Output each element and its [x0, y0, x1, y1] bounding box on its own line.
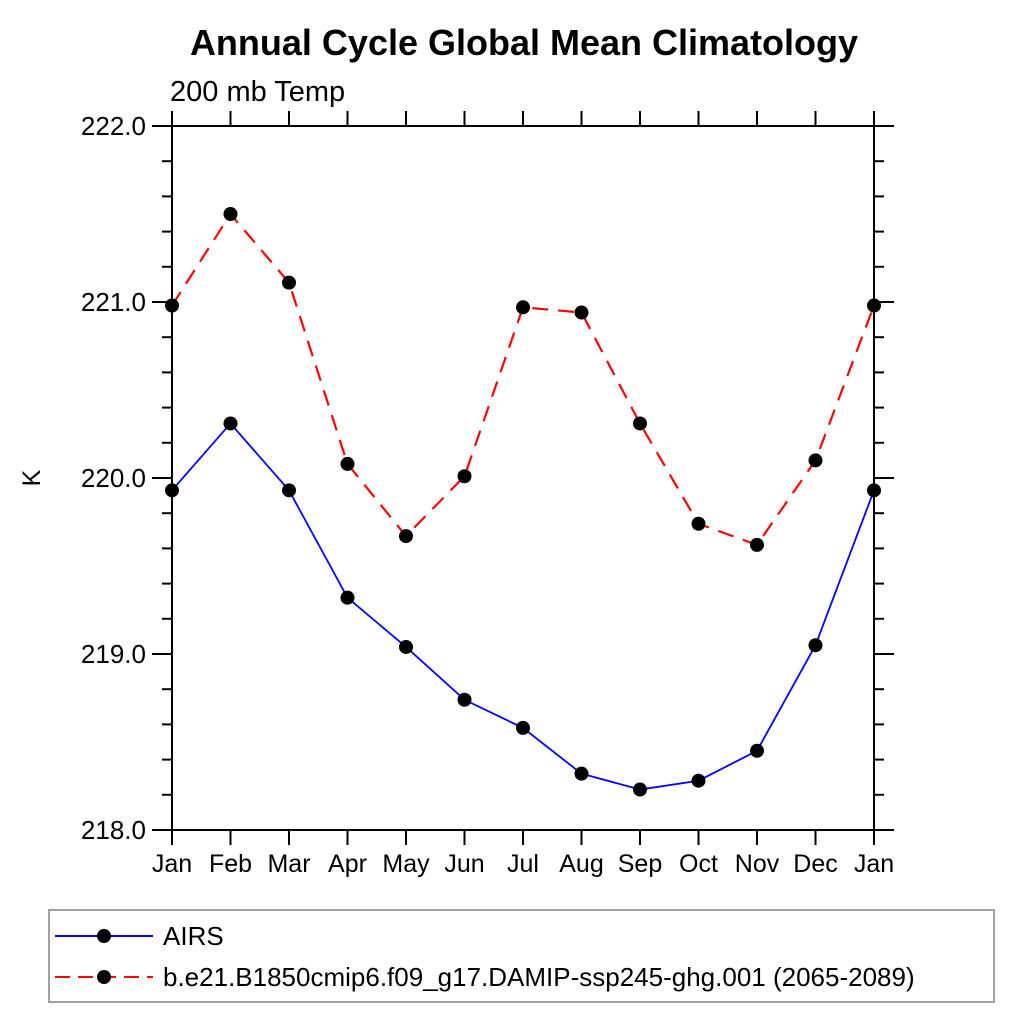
series-line-model — [171, 212, 876, 547]
x-tick-label: Jun — [444, 850, 484, 878]
y-tick-label: 220.0 — [81, 463, 146, 493]
legend-box — [48, 909, 995, 1003]
data-point-marker — [340, 456, 355, 471]
x-tick-label: Jan — [152, 850, 192, 878]
y-axis-label: K — [18, 469, 46, 486]
data-point-marker — [165, 483, 179, 498]
data-series — [165, 207, 881, 797]
data-point-marker — [282, 275, 296, 290]
data-point-marker — [750, 537, 764, 552]
data-point-marker — [457, 692, 472, 707]
data-point-marker — [633, 782, 647, 797]
data-point-marker — [867, 483, 881, 498]
x-tick-labels: Jan Feb Mar Apr May Jun Jul Aug Sep Oct Nov Dec Jan — [152, 850, 894, 878]
data-point-marker — [399, 639, 413, 654]
data-point-marker — [808, 453, 823, 468]
data-point-marker — [691, 773, 706, 788]
x-tick-label: Oct — [679, 850, 718, 878]
data-point-marker — [633, 416, 647, 431]
chart-subtitle: 200 mb Temp — [170, 76, 345, 108]
data-point-marker — [516, 720, 530, 735]
data-point-marker — [691, 516, 706, 531]
y-tick-label: 219.0 — [81, 639, 146, 669]
y-tick-label: 221.0 — [81, 287, 146, 317]
x-tick-label: Apr — [328, 850, 367, 878]
legend-marker-airs-icon — [97, 929, 111, 943]
data-point-marker — [516, 300, 530, 315]
data-point-marker — [457, 469, 472, 484]
chart-title: Annual Cycle Global Mean Climatology — [190, 22, 858, 63]
legend-label-model: b.e21.B1850cmip6.f09_g17.DAMIP-ssp245-gh… — [163, 962, 915, 992]
legend-label-airs: AIRS — [163, 921, 224, 951]
data-point-marker — [574, 766, 589, 781]
data-point-marker — [340, 590, 355, 605]
y-tick-labels: 218.0 219.0 220.0 221.0 222.0 — [81, 111, 146, 845]
plot-frame — [171, 125, 875, 831]
x-tick-label: Jan — [854, 850, 894, 878]
x-tick-label: Feb — [209, 850, 252, 878]
x-tick-label: Jul — [507, 850, 539, 878]
data-point-marker — [808, 638, 823, 653]
data-point-marker — [750, 743, 764, 758]
x-tick-label: Dec — [793, 850, 837, 878]
data-point-marker — [165, 298, 179, 313]
legend: AIRS b.e21.B1850cmip6.f09_g17.DAMIP-ssp2… — [48, 909, 995, 1003]
data-point-marker — [399, 529, 413, 544]
data-point-marker — [223, 416, 238, 431]
x-tick-label: Mar — [267, 850, 310, 878]
data-point-marker — [867, 298, 881, 313]
y-tick-label: 222.0 — [81, 111, 146, 141]
data-point-marker — [574, 305, 589, 320]
x-tick-label: Sep — [618, 850, 662, 878]
axis-ticks — [152, 111, 894, 845]
x-tick-label: May — [382, 850, 430, 878]
data-point-marker — [223, 207, 238, 221]
y-tick-label: 218.0 — [81, 815, 146, 845]
data-point-marker — [282, 483, 296, 498]
legend-marker-model-icon — [97, 970, 111, 984]
x-tick-label: Aug — [559, 850, 603, 878]
x-tick-label: Nov — [735, 850, 780, 878]
